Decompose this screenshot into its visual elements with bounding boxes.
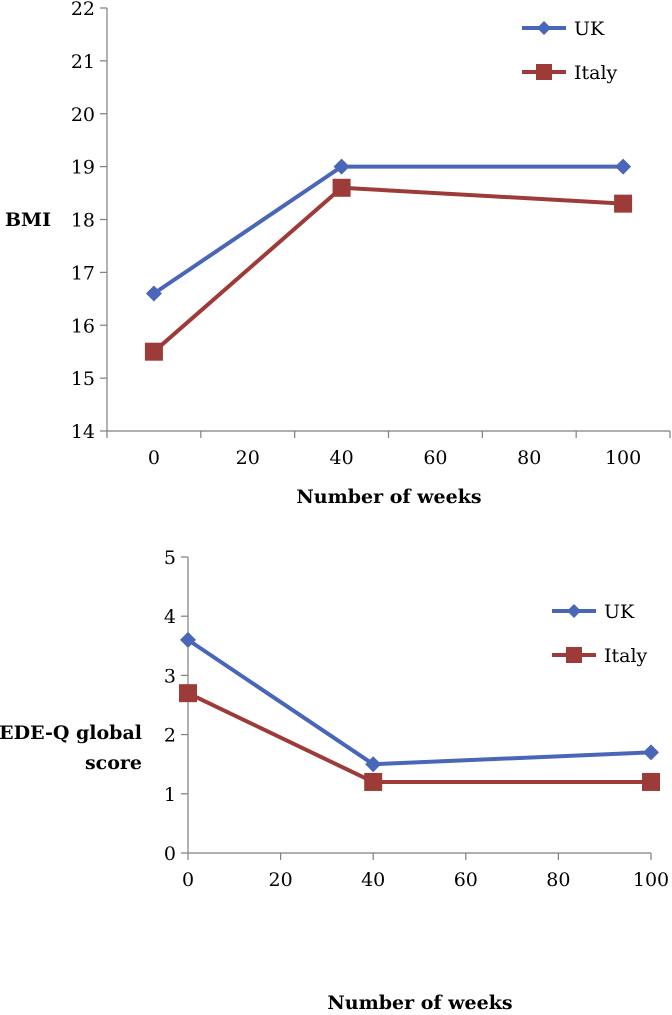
edeq-point-uk [643, 744, 659, 761]
bmi-series-line-italy [152, 185, 624, 354]
edeq-y-tick-label: 0 [164, 843, 176, 865]
bmi-x-tick-label: 60 [423, 447, 447, 469]
bmi-x-tick-label: 0 [148, 447, 160, 469]
edeq-x-tick-label: 0 [182, 869, 194, 891]
edeq-point-italy [179, 684, 197, 703]
bmi-x-tick-label: 80 [517, 447, 541, 469]
bmi-point-uk [615, 158, 632, 175]
edeq-legend-label-italy: Italy [604, 645, 648, 667]
bmi-x-axis-title: Number of weeks [296, 486, 481, 508]
edeq-legend-marker-italy [566, 647, 582, 663]
edeq-point-uk [365, 756, 382, 773]
bmi-legend-marker-italy [536, 64, 552, 80]
edeq-x-tick-label: 40 [361, 869, 385, 891]
bmi-y-tick-label: 19 [71, 157, 95, 179]
edeq-x-tick-label: 20 [269, 869, 293, 891]
edeq-x-tick-label: 100 [633, 869, 669, 891]
edeq-legend-label-uk: UK [604, 601, 635, 623]
edeq-point-uk [180, 631, 196, 648]
bmi-legend-label-uk: UK [574, 18, 605, 40]
edeq-chart: 0 1 2 3 4 5 0 20 40 60 80 100 Number of weeks EDE-Q g… [0, 547, 669, 1014]
bmi-point-italy [332, 178, 351, 197]
bmi-x-tick-label: 40 [329, 447, 353, 469]
bmi-y-tick-label: 22 [71, 0, 95, 20]
bmi-point-uk [145, 285, 162, 302]
edeq-point-italy [642, 772, 660, 791]
bmi-legend-label-italy: Italy [574, 62, 618, 84]
bmi-point-italy [144, 342, 163, 361]
bmi-y-tick-label: 14 [71, 421, 95, 443]
edeq-y-axis-title: EDE-Q global [0, 722, 142, 744]
edeq-x-tick-label: 80 [546, 869, 570, 891]
bmi-y-tick-label: 20 [71, 104, 95, 126]
bmi-y-tick-label: 15 [71, 368, 95, 390]
edeq-y-tick-label: 5 [164, 547, 176, 569]
bmi-y-tick-label: 17 [71, 262, 95, 284]
edeq-x-tick-label: 60 [454, 869, 478, 891]
edeq-y-tick-label: 3 [164, 665, 176, 687]
edeq-series-line-italy [187, 691, 651, 784]
bmi-chart: 14 15 16 17 18 19 20 21 22 0 20 40 60 80 100 Number of … [5, 0, 671, 508]
edeq-y-tick-label: 4 [164, 606, 176, 628]
bmi-point-uk [333, 158, 350, 175]
bmi-y-tick-label: 21 [71, 51, 95, 73]
edeq-y-tick-label: 2 [164, 725, 176, 747]
bmi-x-tick-label: 20 [236, 447, 260, 469]
edeq-legend-marker-uk [567, 604, 581, 618]
bmi-legend-marker-uk [537, 21, 551, 35]
bmi-y-tick-label: 18 [71, 210, 95, 232]
bmi-x-tick-label: 100 [605, 447, 641, 469]
bmi-series-line-uk [152, 164, 624, 296]
bmi-y-tick-label: 16 [71, 315, 95, 337]
bmi-y-axis-title: BMI [5, 209, 51, 231]
edeq-y-tick-label: 1 [164, 784, 176, 806]
bmi-point-italy [614, 194, 633, 213]
edeq-x-axis-title: Number of weeks [327, 992, 512, 1014]
edeq-point-italy [364, 772, 383, 791]
edeq-y-axis-title: score [85, 752, 142, 774]
